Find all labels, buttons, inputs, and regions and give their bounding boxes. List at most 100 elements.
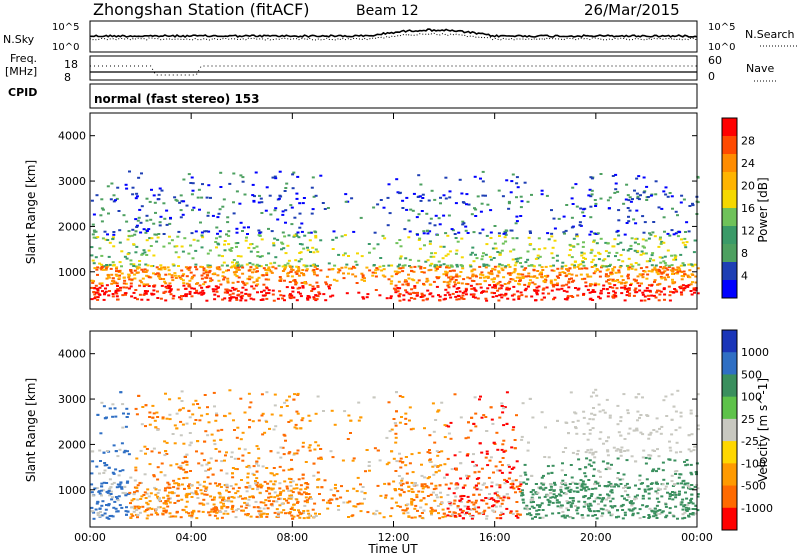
power-echo [164, 299, 168, 302]
velocity-echo [228, 412, 232, 415]
power-echo [398, 299, 402, 302]
velocity-echo [609, 505, 613, 508]
power-echo [412, 192, 416, 195]
power-echo [311, 288, 315, 290]
velocity-echo [135, 509, 139, 511]
power-echo [250, 285, 254, 288]
power-echo [190, 295, 194, 298]
velocity-echo [588, 418, 592, 421]
power-echo [565, 290, 569, 293]
power-echo [611, 278, 615, 281]
velocity-echo [690, 497, 694, 500]
velocity-echo [247, 392, 251, 395]
power-echo [496, 289, 500, 292]
velocity-echo [188, 444, 192, 447]
velocity-echo [136, 498, 140, 501]
velocity-echo [473, 471, 477, 474]
power-echo [312, 251, 316, 254]
velocity-echo [247, 504, 251, 507]
velocity-echo [651, 470, 655, 473]
velocity-echo [317, 457, 321, 460]
velocity-echo [288, 512, 292, 515]
power-echo [152, 272, 155, 275]
power-echo [509, 191, 513, 194]
power-echo [376, 243, 380, 246]
power-echo [638, 284, 642, 287]
power-echo [425, 280, 429, 283]
power-echo [513, 269, 517, 272]
velocity-echo [594, 487, 598, 490]
power-echo [138, 260, 142, 262]
power-echo [180, 295, 183, 297]
velocity-echo [285, 487, 289, 490]
power-echo [616, 243, 620, 246]
velocity-echo [610, 463, 613, 466]
velocity-echo [397, 475, 401, 477]
power-echo [269, 270, 273, 273]
power-echo [641, 238, 645, 241]
velocity-echo [394, 470, 398, 472]
velocity-echo [566, 502, 570, 505]
power-echo [221, 275, 225, 278]
power-echo [231, 292, 235, 295]
power-echo [124, 292, 128, 295]
velocity-echo [574, 427, 578, 430]
velocity-echo [538, 516, 542, 519]
power-echo [325, 283, 329, 286]
velocity-echo [247, 498, 251, 501]
velocity-echo [477, 493, 481, 496]
velocity-echo [289, 419, 293, 422]
power-echo [589, 176, 593, 179]
velocity-echo [588, 502, 592, 505]
freq-tick-top: 18 [64, 58, 78, 71]
velocity-echo [185, 493, 189, 496]
velocity-echo [568, 497, 572, 500]
power-echo [213, 298, 217, 301]
power-echo [107, 255, 111, 258]
power-echo [374, 289, 378, 291]
power-echo [516, 290, 520, 293]
power-echo [125, 286, 129, 289]
power-echo [658, 282, 662, 285]
power-echo [558, 271, 562, 274]
velocity-echo [292, 503, 296, 506]
power-echo [683, 237, 687, 240]
power-echo [92, 236, 96, 239]
velocity-echo [494, 500, 498, 503]
power-colorbar-bin [722, 280, 737, 299]
velocity-echo [537, 509, 541, 511]
velocity-echo [328, 502, 332, 505]
velocity-echo [424, 503, 428, 506]
velocity-echo [168, 486, 172, 489]
power-echo [152, 254, 156, 257]
velocity-echo [501, 457, 505, 459]
power-echo [174, 277, 178, 279]
velocity-echo [150, 507, 154, 510]
velocity-echo [125, 407, 129, 410]
power-echo [575, 233, 579, 236]
power-echo [506, 297, 510, 300]
power-echo [230, 296, 233, 299]
power-echo [450, 228, 454, 231]
velocity-echo [696, 495, 700, 498]
power-echo [487, 264, 491, 267]
velocity-echo [289, 489, 293, 492]
velocity-echo [443, 436, 447, 439]
velocity-echo [584, 502, 588, 505]
velocity-echo [526, 449, 530, 452]
power-echo [111, 295, 115, 298]
velocity-echo [139, 449, 143, 452]
power-echo [491, 267, 495, 270]
velocity-echo [318, 513, 321, 515]
velocity-echo [419, 499, 423, 502]
power-echo [578, 221, 582, 224]
power-echo [241, 272, 245, 275]
power-echo [526, 200, 530, 203]
power-echo [522, 268, 526, 271]
velocity-echo [247, 452, 251, 454]
power-echo [430, 189, 434, 192]
power-echo [194, 266, 198, 268]
power-echo [269, 262, 273, 265]
velocity-echo [654, 512, 658, 515]
power-echo [603, 258, 607, 261]
